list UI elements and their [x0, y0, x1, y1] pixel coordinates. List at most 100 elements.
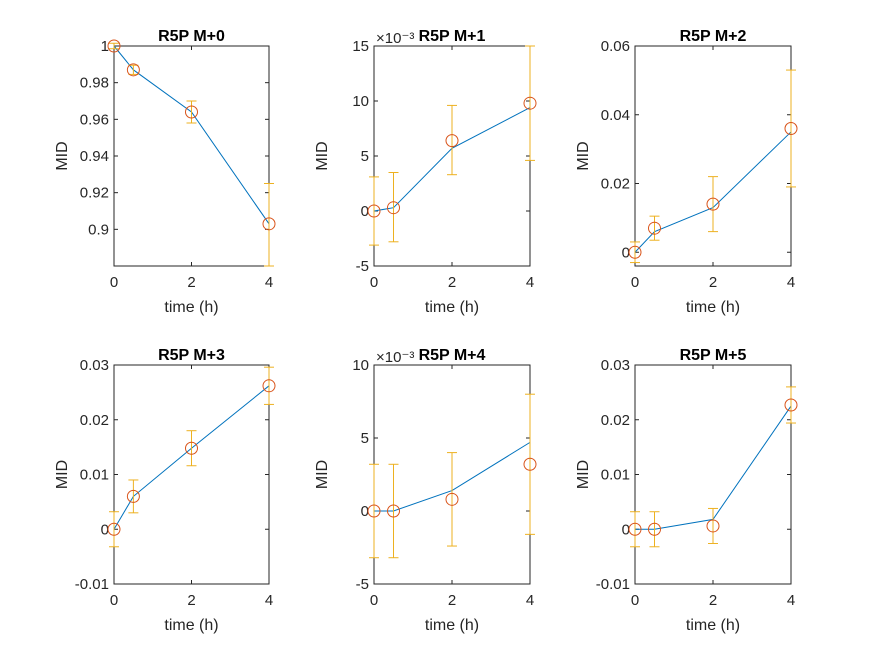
data-marker: [367, 204, 381, 218]
y-tick-label: 0.92: [80, 185, 109, 202]
series-line: [373, 107, 531, 212]
x-tick-label: 4: [526, 274, 534, 291]
data-marker: [706, 519, 720, 533]
y-tick-label: 0.98: [80, 75, 109, 92]
data-marker: [126, 489, 140, 503]
x-axis-label: time (h): [425, 617, 479, 634]
y-tick-label: -0.01: [596, 576, 630, 593]
panel-title: R5P M+2: [680, 28, 747, 45]
series-line: [113, 385, 270, 530]
x-tick-label: 2: [448, 274, 456, 291]
y-tick-label: 0.02: [601, 412, 630, 429]
x-tick-label: 0: [110, 274, 118, 291]
x-tick-label: 0: [631, 274, 639, 291]
y-axis-label: MID: [314, 141, 331, 170]
x-tick-label: 0: [370, 592, 378, 609]
data-marker: [523, 457, 537, 471]
panel-title: R5P M+5: [680, 347, 747, 364]
x-axis-label: time (h): [164, 617, 218, 634]
y-tick-label: 0.02: [80, 412, 109, 429]
data-marker: [126, 63, 140, 77]
y-tick-label: 10: [352, 93, 369, 110]
y-tick-label: 1: [101, 38, 109, 55]
x-tick-label: 2: [448, 592, 456, 609]
data-marker: [784, 122, 798, 135]
data-marker: [628, 522, 642, 536]
axes-frame: [113, 45, 270, 267]
y-tick-label: 0.02: [601, 176, 630, 193]
axes-frame: [634, 364, 792, 585]
y-tick-label: 0.9: [88, 221, 109, 238]
data-marker: [784, 398, 798, 412]
data-marker: [185, 105, 198, 119]
y-tick-label: 0.03: [80, 357, 109, 374]
y-axis-label: MID: [314, 460, 331, 489]
panel-title: R5P M+4: [419, 347, 486, 364]
data-marker: [367, 504, 381, 518]
y-tick-label: 0.03: [601, 357, 630, 374]
series-line: [113, 45, 270, 225]
subplot-1: 0 2 4 0.9 0.92 0.94 0.96 0.98 1 R5P M+0 time (h) MI…: [54, 28, 276, 316]
y-tick-label: 0.06: [601, 38, 630, 55]
y-exponent-label: ×10⁻³: [376, 30, 414, 47]
data-marker: [648, 522, 661, 536]
y-tick-label: -5: [356, 576, 369, 593]
y-axis-label: MID: [575, 460, 592, 489]
data-marker: [706, 197, 720, 211]
x-tick-label: 0: [370, 274, 378, 291]
x-tick-label: 0: [631, 592, 639, 609]
x-axis-label: time (h): [686, 617, 740, 634]
y-tick-label: 0: [622, 521, 630, 538]
y-tick-label: 10: [352, 357, 369, 374]
y-tick-label: 0.04: [601, 107, 630, 124]
data-marker: [628, 245, 642, 259]
y-tick-label: 0: [361, 503, 369, 520]
data-marker: [445, 492, 459, 506]
y-axis-label: MID: [54, 141, 71, 170]
data-marker: [262, 379, 276, 393]
x-tick-label: 2: [709, 592, 717, 609]
y-tick-label: 0: [361, 203, 369, 220]
data-marker: [387, 504, 400, 518]
y-tick-label: 5: [361, 148, 369, 165]
x-tick-label: 2: [187, 274, 195, 291]
x-axis-label: time (h): [425, 299, 479, 316]
y-tick-label: 0: [101, 521, 109, 538]
data-marker: [523, 96, 537, 110]
y-tick-label: -0.01: [75, 576, 109, 593]
y-tick-label: 5: [361, 430, 369, 447]
data-marker: [262, 217, 276, 231]
data-marker: [185, 441, 198, 455]
series-line: [634, 131, 792, 253]
x-tick-label: 4: [787, 274, 795, 291]
panel-title: R5P M+0: [158, 28, 225, 45]
y-tick-label: -5: [356, 258, 369, 275]
y-tick-label: 0.96: [80, 111, 109, 128]
y-tick-label: 0.94: [80, 148, 109, 165]
y-axis-label: MID: [575, 141, 592, 170]
series-line: [374, 441, 531, 512]
x-axis-label: time (h): [686, 299, 740, 316]
x-tick-label: 2: [709, 274, 717, 291]
data-marker: [445, 134, 459, 148]
panel-title: R5P M+3: [158, 347, 225, 364]
x-tick-label: 4: [526, 592, 534, 609]
x-tick-label: 2: [187, 592, 195, 609]
x-axis-label: time (h): [164, 299, 218, 316]
x-tick-label: 4: [787, 592, 795, 609]
y-tick-label: 0.01: [80, 467, 109, 484]
data-marker: [387, 201, 400, 215]
panel-title: R5P M+1: [419, 28, 486, 45]
x-tick-label: 4: [265, 274, 273, 291]
axes-frame: [113, 364, 270, 585]
y-exponent-label: ×10⁻³: [376, 349, 414, 366]
series-line: [635, 405, 792, 530]
data-marker: [648, 221, 661, 235]
y-tick-label: 15: [352, 38, 369, 55]
y-tick-label: 0: [622, 244, 630, 261]
data-marker: [107, 522, 121, 536]
subplot-3: 0 2 4 0 0.02 0.04 0.06 R5P M+2 time (h) MID: [575, 28, 798, 316]
